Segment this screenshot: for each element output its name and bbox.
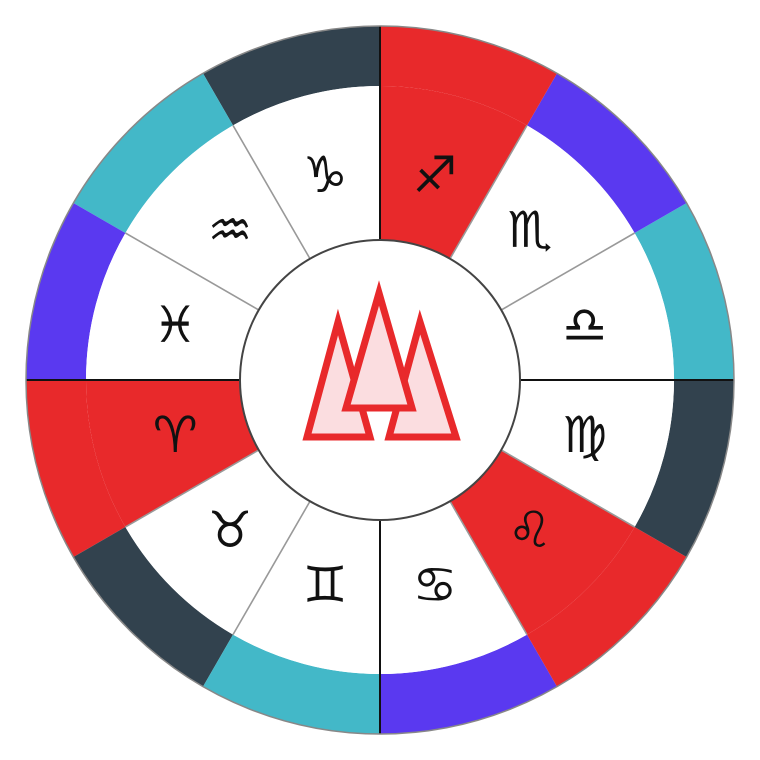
libra-element-band (634, 203, 734, 380)
sector-divider (500, 449, 636, 528)
scorpio-glyph-icon: ♏ (507, 201, 552, 259)
cancer-element-band (380, 634, 557, 734)
sign-glyphs: ♈♉ ♊ ♋ ♌♍ ♎♏ ♐ ♑ ♒♓ (153, 146, 607, 614)
libra-glyph-icon: ♎ (562, 296, 607, 354)
aries-element-band (26, 380, 126, 557)
virgo-sector (501, 380, 674, 527)
gemini-element-band (203, 634, 380, 734)
capricorn-element-band (203, 26, 380, 126)
aquarius-element-band (73, 73, 234, 234)
sagittarius-sector (380, 86, 527, 259)
fire-triangle-center (341, 280, 417, 412)
aries-glyph-icon: ♈ (153, 406, 198, 464)
taurus-glyph-icon: ♉ (208, 501, 253, 559)
libra-sector (501, 233, 674, 380)
pisces-element-band (26, 203, 126, 380)
taurus-sector (125, 450, 310, 635)
capricorn-sector (233, 86, 380, 259)
pisces-glyph-icon: ♓ (153, 296, 198, 354)
cancer-sector (380, 501, 527, 674)
sector-divider (449, 500, 528, 636)
sector-dividers (26, 26, 734, 734)
sagittarius-glyph-icon: ♐ (412, 146, 457, 204)
sector-divider (232, 124, 311, 260)
fire-triangles-icon (302, 280, 461, 441)
capricorn-glyph-icon: ♑ (303, 146, 348, 204)
sector-divider (124, 449, 260, 528)
outer-border (25, 25, 735, 735)
gemini-sector (233, 501, 380, 674)
sector-divider (500, 232, 636, 311)
taurus-element-band (73, 527, 234, 687)
sagittarius-element-band (380, 26, 557, 126)
virgo-element-band (634, 380, 734, 557)
aquarius-glyph-icon: ♒ (208, 201, 253, 259)
sector-divider (124, 232, 260, 311)
cancer-glyph-icon: ♋ (412, 556, 457, 614)
gemini-glyph-icon: ♊ (303, 556, 348, 614)
aries-sector (86, 380, 259, 527)
leo-glyph-icon: ♌ (507, 501, 552, 559)
sign-sectors (26, 26, 734, 734)
sector-divider (232, 500, 311, 636)
scorpio-element-band (527, 73, 687, 234)
pisces-sector (86, 233, 259, 380)
scorpio-sector (450, 125, 635, 310)
aquarius-sector (125, 125, 310, 310)
sector-divider (449, 124, 528, 260)
virgo-glyph-icon: ♍ (562, 406, 607, 464)
leo-sector (450, 450, 635, 635)
leo-element-band (527, 527, 687, 687)
